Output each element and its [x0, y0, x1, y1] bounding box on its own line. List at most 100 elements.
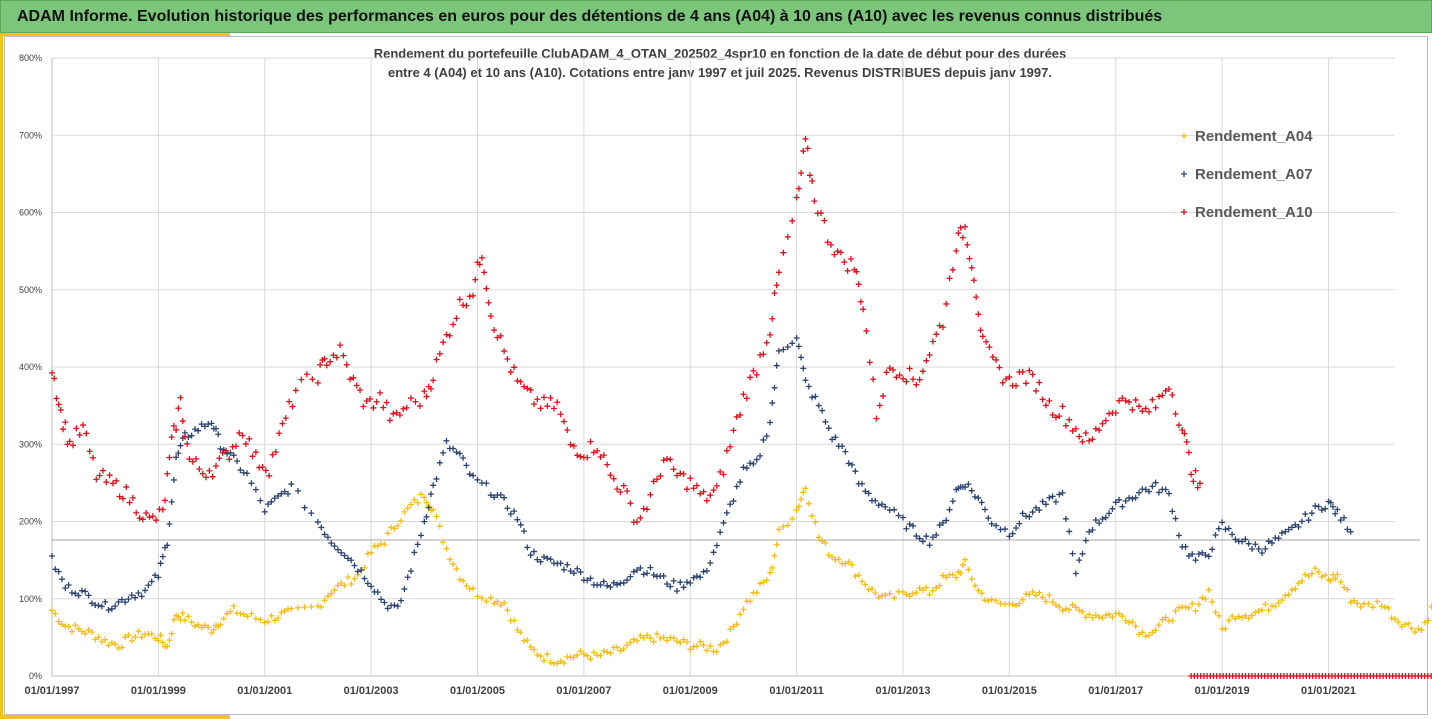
point-rendement-a04 — [421, 494, 428, 501]
point-rendement-a04 — [314, 602, 321, 609]
point-rendement-a07 — [364, 580, 371, 587]
point-rendement-a07 — [504, 505, 511, 512]
point-rendement-a10 — [370, 404, 377, 411]
point-rendement-a04 — [1327, 577, 1334, 584]
point-rendement-a10 — [660, 457, 667, 464]
point-rendement-a07 — [560, 566, 567, 573]
point-rendement-a04 — [614, 644, 621, 651]
point-rendement-a07 — [155, 574, 162, 581]
point-rendement-a07 — [587, 575, 594, 582]
point-rendement-a04 — [1315, 569, 1322, 576]
point-rendement-a10 — [164, 470, 171, 477]
point-rendement-a10 — [730, 427, 737, 434]
point-rendement-a07 — [577, 569, 584, 576]
point-rendement-a10 — [989, 354, 996, 361]
point-rendement-a10 — [177, 394, 184, 401]
accent-bar-left — [0, 33, 3, 719]
point-rendement-a07 — [707, 560, 714, 567]
point-rendement-a10 — [537, 405, 544, 412]
point-rendement-a10 — [986, 344, 993, 351]
point-rendement-a04 — [707, 643, 714, 650]
point-rendement-a10-zero — [1428, 673, 1432, 679]
point-rendement-a07 — [433, 475, 440, 482]
point-rendement-a07 — [1332, 510, 1339, 517]
x-tick-label: 01/01/1999 — [131, 685, 186, 697]
point-rendement-a10 — [594, 447, 601, 454]
point-rendement-a04 — [949, 571, 956, 578]
point-rendement-a10 — [181, 433, 188, 440]
point-rendement-a10 — [343, 361, 350, 368]
point-rendement-a07 — [570, 570, 577, 577]
point-rendement-a07 — [483, 480, 490, 487]
point-rendement-a07 — [769, 399, 776, 406]
point-rendement-a07 — [644, 570, 651, 577]
point-rendement-a07 — [511, 508, 518, 515]
point-rendement-a07 — [470, 472, 477, 479]
point-rendement-a10 — [567, 441, 574, 448]
point-rendement-a04 — [531, 646, 538, 653]
point-rendement-a07 — [112, 603, 119, 610]
point-rendement-a07 — [404, 574, 411, 581]
point-rendement-a07 — [466, 471, 473, 478]
point-rendement-a10 — [1132, 396, 1139, 403]
point-rendement-a04 — [1285, 591, 1292, 598]
point-rendement-a07 — [703, 567, 710, 574]
chart-frame — [4, 36, 1428, 715]
point-rendement-a04 — [683, 639, 690, 646]
point-rendement-a04 — [1126, 619, 1133, 626]
point-rendement-a04 — [398, 517, 405, 524]
point-rendement-a07 — [348, 557, 355, 564]
point-rendement-a10 — [880, 393, 887, 400]
point-rendement-a07 — [1229, 531, 1236, 538]
point-rendement-a07 — [809, 394, 816, 401]
point-rendement-a04 — [198, 624, 205, 631]
point-rendement-a10 — [800, 148, 807, 155]
point-rendement-a04 — [825, 552, 832, 559]
point-rendement-a10 — [647, 491, 654, 498]
point-rendement-a10 — [650, 478, 657, 485]
point-rendement-a07 — [501, 494, 508, 501]
point-rendement-a07 — [1202, 551, 1209, 558]
point-rendement-a07 — [450, 445, 457, 452]
point-rendement-a04 — [338, 580, 345, 587]
point-rendement-a07 — [265, 501, 272, 508]
point-rendement-a10 — [497, 332, 504, 339]
point-rendement-a10 — [1072, 425, 1079, 432]
point-rendement-a07 — [132, 594, 139, 601]
point-rendement-a04 — [128, 637, 135, 644]
point-rendement-a04 — [829, 554, 836, 561]
point-rendement-a10 — [1179, 426, 1186, 433]
point-rendement-a07 — [988, 520, 995, 527]
point-rendement-a10 — [360, 403, 367, 410]
point-rendement-a07 — [398, 597, 405, 604]
point-rendement-a07 — [1334, 506, 1341, 513]
point-rendement-a07 — [1006, 533, 1013, 540]
point-rendement-a07 — [248, 480, 255, 487]
point-rendement-a10 — [55, 401, 62, 408]
point-rendement-a10 — [314, 379, 321, 386]
point-rendement-a07 — [1182, 543, 1189, 550]
point-rendement-a04 — [1119, 613, 1126, 620]
point-rendement-a10 — [890, 366, 897, 373]
point-rendement-a10 — [624, 487, 631, 494]
point-rendement-a04 — [201, 622, 208, 629]
point-rendement-a10 — [298, 376, 305, 383]
point-rendement-a04 — [624, 642, 631, 649]
point-rendement-a07 — [906, 521, 913, 528]
point-rendement-a04 — [802, 485, 809, 492]
point-rendement-a04 — [757, 580, 764, 587]
point-rendement-a10 — [811, 198, 818, 205]
point-rendement-a10 — [376, 389, 383, 396]
point-rendement-a07 — [1001, 526, 1008, 533]
point-rendement-a07 — [929, 534, 936, 541]
point-rendement-a04 — [408, 501, 415, 508]
point-rendement-a10 — [170, 422, 177, 429]
point-rendement-a07 — [198, 421, 205, 428]
point-rendement-a07 — [1242, 536, 1249, 543]
point-rendement-a07 — [102, 598, 109, 605]
point-rendement-a07 — [862, 488, 869, 495]
point-rendement-a10 — [966, 255, 973, 262]
point-rendement-a07 — [1072, 570, 1079, 577]
point-rendement-a10 — [802, 135, 809, 142]
point-rendement-a07 — [230, 452, 237, 459]
